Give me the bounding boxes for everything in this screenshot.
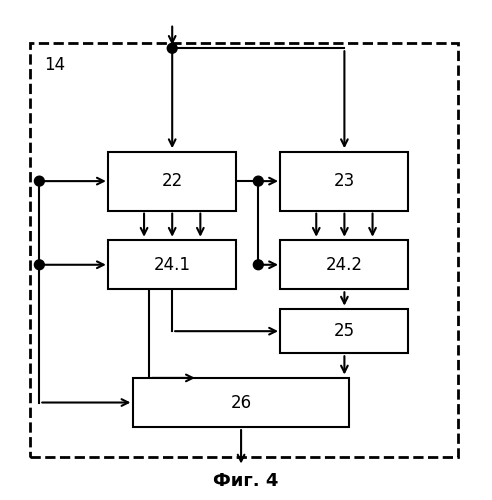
Bar [133, 378, 349, 427]
Circle shape [253, 176, 263, 186]
Bar [280, 152, 408, 210]
Circle shape [34, 260, 44, 270]
Text: 22: 22 [161, 172, 183, 190]
Text: 23: 23 [334, 172, 355, 190]
Text: 14: 14 [44, 56, 65, 74]
Bar [108, 240, 236, 290]
Text: 25: 25 [334, 322, 355, 340]
Text: Фиг. 4: Фиг. 4 [214, 472, 278, 490]
Bar [280, 240, 408, 290]
Text: 24.1: 24.1 [154, 256, 191, 274]
Text: 24.2: 24.2 [326, 256, 363, 274]
Bar [280, 309, 408, 354]
Circle shape [34, 176, 44, 186]
Bar [108, 152, 236, 210]
Bar [30, 44, 458, 457]
Circle shape [253, 260, 263, 270]
Circle shape [167, 44, 177, 53]
Text: 26: 26 [231, 394, 251, 411]
